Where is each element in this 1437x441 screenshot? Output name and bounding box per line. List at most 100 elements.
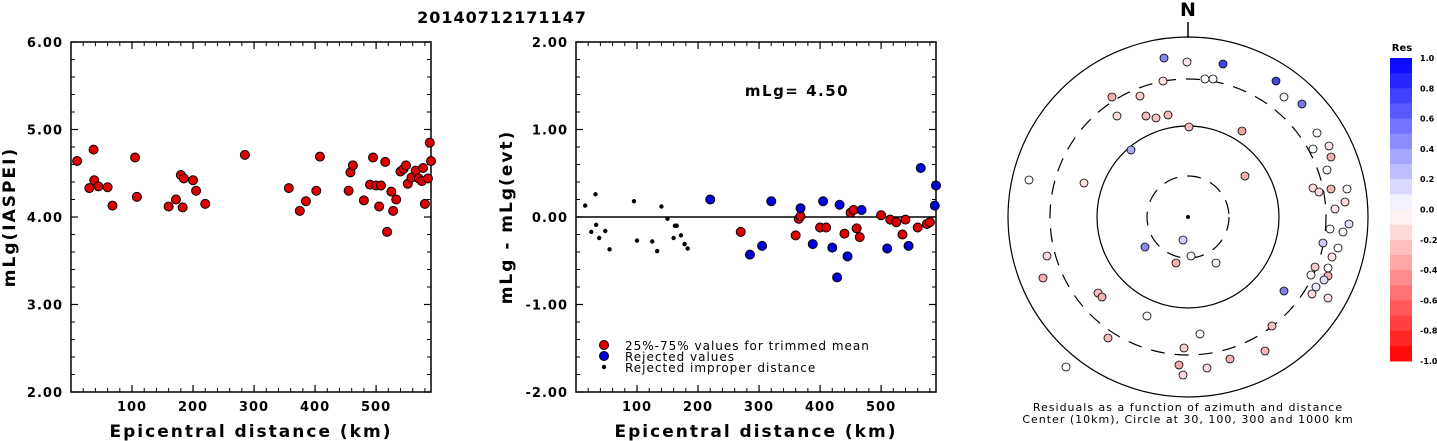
station-residual-point	[1325, 224, 1335, 234]
p1-xtick-label: 100	[117, 400, 147, 415]
station-residual-point	[1024, 175, 1034, 185]
rejected-point	[903, 240, 914, 251]
magnitude-point	[311, 185, 322, 196]
magnitude-point	[188, 175, 199, 186]
improper-distance-point	[603, 228, 608, 234]
p2-xtick-label: 400	[805, 400, 835, 415]
station-residual-point	[1342, 184, 1352, 194]
colorbar-cell	[1390, 148, 1412, 165]
legend-label-improper: Rejected improper distance	[625, 361, 816, 375]
colorbar-cell	[1390, 164, 1412, 180]
p1-xtick-label: 500	[361, 400, 391, 415]
trimmed-mean-point	[924, 217, 935, 228]
station-residual-point	[1079, 178, 1089, 188]
panel1-points	[72, 137, 436, 237]
station-residual-point	[1237, 126, 1247, 136]
station-residual-point	[1163, 110, 1173, 120]
trimmed-mean-point	[912, 222, 923, 233]
trimmed-mean-point	[821, 222, 832, 233]
improper-distance-point	[634, 238, 640, 243]
magnitude-point	[343, 185, 354, 196]
magnitude-point	[375, 180, 386, 191]
legend-label-rejected: Rejected values	[625, 350, 735, 364]
colorbar-tick-label: -0.6	[1420, 296, 1437, 305]
station-residual-point	[1038, 273, 1048, 283]
magnitude-point	[84, 183, 95, 194]
colorbar-tick-label: 0.8	[1420, 84, 1435, 93]
magnitude-point	[388, 205, 399, 216]
station-residual-point	[1338, 227, 1348, 237]
station-residual-point	[1311, 282, 1321, 292]
magnitude-point	[400, 160, 411, 171]
improper-distance-point	[593, 192, 598, 197]
colorbar-tick-label: -1.0	[1420, 357, 1437, 366]
station-residual-point	[1135, 91, 1145, 101]
trimmed-mean-point	[897, 229, 908, 240]
magnitude-point	[374, 201, 385, 212]
azimuth-points	[1024, 53, 1354, 380]
station-residual-point	[1307, 289, 1317, 299]
colorbar-cell	[1390, 209, 1412, 226]
magnitude-point	[191, 185, 202, 196]
station-residual-point	[1174, 360, 1184, 370]
p2-ytick-label: -1.00	[526, 299, 568, 314]
circle-30km	[1146, 175, 1230, 259]
p1-ytick-label: 3.00	[27, 299, 63, 314]
magnitude-point	[422, 173, 433, 184]
center-point	[1186, 215, 1190, 219]
station-residual-point	[1310, 262, 1320, 272]
station-residual-point	[1271, 76, 1281, 86]
improper-distance-point	[659, 204, 664, 209]
colorbar: Res 1.0 0.8 0.6 0.4 0.2 0.0 -0.2 -0.4 -0.6 -0.8 -1…	[1390, 43, 1437, 366]
colorbar-tick-label: -0.2	[1420, 236, 1437, 245]
panel-azimuth: N Residuals as a function of azimuth and…	[1007, 0, 1369, 426]
magnitude-point	[426, 156, 436, 166]
rejected-point	[757, 240, 768, 251]
colorbar-cell	[1390, 224, 1412, 241]
station-residual-point	[1112, 111, 1122, 121]
station-residual-point	[1323, 263, 1333, 273]
station-residual-point	[1333, 243, 1343, 253]
p1-xtick-label: 200	[178, 400, 208, 415]
improper-distance-point	[672, 223, 678, 228]
station-residual-point	[1178, 370, 1188, 380]
magnitude-point	[130, 152, 141, 163]
rejected-point	[915, 163, 926, 173]
station-residual-point	[1323, 293, 1333, 303]
legend-label-trimmed: 25%-75% values for trimmed mean	[625, 339, 870, 353]
colorbar-tick-label: -0.4	[1420, 266, 1437, 275]
magnitude-point	[178, 173, 189, 184]
improper-distance-point	[654, 248, 660, 254]
colorbar-cells	[1390, 58, 1412, 362]
magnitude-point	[88, 144, 99, 155]
improper-distance-point	[685, 246, 690, 251]
colorbar-cell	[1390, 118, 1412, 135]
trimmed-mean-point	[854, 232, 865, 243]
station-residual-point	[1312, 128, 1322, 138]
p2-ytick-label: -2.00	[526, 386, 568, 401]
station-residual-point	[1340, 197, 1350, 207]
station-residual-point	[1279, 92, 1289, 102]
rejected-point	[882, 243, 893, 254]
trimmed-mean-point	[876, 210, 887, 221]
colorbar-tick-label: 0.0	[1420, 206, 1435, 215]
station-residual-point	[1260, 346, 1270, 356]
station-residual-point	[1107, 92, 1117, 102]
station-residual-point	[1240, 171, 1250, 181]
panel-magnitude: 2.00 3.00 4.00 5.00 6.00 100 200 300 400 500 Epic…	[0, 36, 436, 441]
panel2-ticks: -2.00 -1.00 0.00 1.00 2.00 100 200 300 400 500	[526, 36, 936, 415]
panel2-ylabel: mLg - mLg(evt)	[497, 130, 517, 305]
magnitude-point	[72, 156, 83, 166]
colorbar-cell	[1390, 254, 1412, 271]
panel1-xlabel: Epicentral distance (km)	[110, 422, 393, 441]
station-residual-point	[1141, 111, 1151, 121]
p1-ytick-label: 5.00	[27, 124, 63, 139]
magnitude-point	[382, 226, 393, 237]
figure-title: 20140712171147	[417, 8, 587, 27]
magnitude-point	[358, 195, 369, 206]
caption-line-1: Residuals as a function of azimuth and d…	[1033, 401, 1343, 414]
station-residual-point	[1326, 152, 1336, 162]
p2-xtick-label: 300	[744, 400, 774, 415]
station-residual-point	[1142, 311, 1152, 321]
